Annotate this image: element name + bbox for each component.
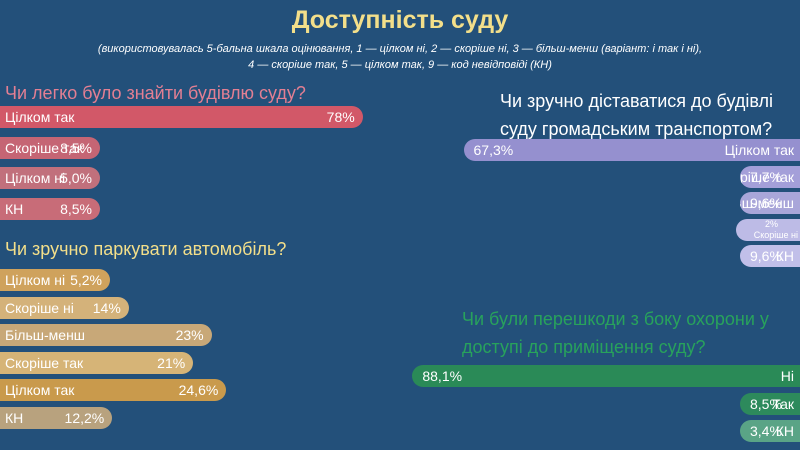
bar-5: 9,6% КН xyxy=(740,245,800,267)
chart-title-public-transport-line-1: Чи зручно діставатися до будівлі xyxy=(500,91,774,111)
bar-label: Скоріше так xyxy=(5,354,84,371)
bar-value-label: 88,1% xyxy=(422,368,463,384)
page-title: Доступність суду xyxy=(291,6,509,34)
bar-value-label: 14% xyxy=(92,299,121,316)
chart-title-public-transport: Чи зручно діставатися до будівлі суду гр… xyxy=(500,87,800,143)
bar-value-label: 2% xyxy=(764,218,778,229)
bar-value-label: 21% xyxy=(157,354,186,371)
bar-4: КН 8,5% xyxy=(0,197,100,220)
bar-value-label: 9,6% xyxy=(750,248,782,264)
bar-label: Більш-менш xyxy=(740,195,794,211)
bar-value-label: 9,6% xyxy=(750,195,782,211)
bar-5: Цілком так 24,6% xyxy=(0,379,227,402)
bar-4: 2% Скоріше ні xyxy=(736,218,800,241)
bar-1: 88,1% Ні xyxy=(412,365,800,387)
bar-label: Цілком так xyxy=(5,109,75,125)
bar-label: Цілком ні xyxy=(5,272,66,288)
bar-value-label: 8,5% xyxy=(750,395,782,412)
bar-1: Цілком ні 5,2% xyxy=(0,269,110,291)
chart-title-public-transport-line-2: суду громадським транспортом? xyxy=(500,119,773,139)
bar-label: Цілком ні xyxy=(5,170,66,186)
bar-2: 7,7%Скоріше так xyxy=(740,165,800,188)
bar-value-label: 67,3% xyxy=(473,142,514,158)
bar-1: 67,3% Цілком так xyxy=(463,139,800,161)
bar-value-label: 23% xyxy=(175,327,204,344)
bar-value-label: 3,4% xyxy=(750,423,782,440)
bar-3: 3,4% КН xyxy=(740,420,800,443)
chart-title-security-obstacles: Чи були перешкоди з боку охорони у досту… xyxy=(462,305,800,361)
bar-label: Скоріше так xyxy=(740,168,794,185)
bar-label: Скоріше ні xyxy=(5,299,74,316)
bar-label: Скоріше так xyxy=(5,139,84,156)
subtitle-line-2: 4 — скоріше так, 5 — цілком так, 9 — код… xyxy=(248,59,552,71)
bar-value-label: 5,0% xyxy=(60,170,92,186)
chart-title-find-building: Чи легко було знайти будівлю суду? xyxy=(5,83,306,103)
bar-label: Більш-менш xyxy=(5,327,86,344)
bar-value-label: 78% xyxy=(326,109,355,125)
bar-value-label: 5,2% xyxy=(70,272,102,288)
bar-label: Цілком так xyxy=(724,142,794,158)
bar-label: Ні xyxy=(780,368,794,384)
bar-label: Так xyxy=(772,395,794,412)
chart-title-security-obstacles-line-2: доступі до приміщення суду? xyxy=(462,337,706,357)
bar-3: Більш-менш 23% xyxy=(0,324,212,347)
bar-label: КН xyxy=(5,200,24,217)
bar-value-label: 8,5% xyxy=(60,200,92,217)
bar-value-label: 24,6% xyxy=(178,382,219,399)
bar-3: 9,6%Більш-менш xyxy=(740,192,800,214)
bar-4: Скоріше так 21% xyxy=(0,351,194,374)
bar-3: Цілком ні 5,0% xyxy=(0,167,100,189)
subtitle-line-1: (використовувалась 5-бальна шкала оцінюв… xyxy=(97,43,703,55)
bar-value-label: 7,7% xyxy=(750,168,782,185)
bar-label: КН xyxy=(5,410,24,426)
bar-2: 8,5% Так xyxy=(740,392,800,415)
bar-value-label: 8,5% xyxy=(60,139,92,156)
bar-value-label: 12,2% xyxy=(64,410,105,426)
bar-label: Скоріше ні xyxy=(753,229,798,240)
chart-title-parking: Чи зручно паркувати автомобіль? xyxy=(5,239,287,259)
bar-2: Скоріше так 8,5% xyxy=(0,136,100,159)
bar-label: Цілком так xyxy=(5,382,75,399)
bar-label: КН xyxy=(775,248,794,264)
bar-6: КН 12,2% xyxy=(0,407,113,429)
bar-label: КН xyxy=(775,423,794,440)
bar-2: Скоріше ні 14% xyxy=(0,296,129,319)
page-subtitle: (використовувалась 5-бальна шкала оцінюв… xyxy=(0,41,800,73)
bar-1: Цілком так 78% xyxy=(0,106,363,128)
chart-title-security-obstacles-line-1: Чи були перешкоди з боку охорони у xyxy=(462,309,769,329)
